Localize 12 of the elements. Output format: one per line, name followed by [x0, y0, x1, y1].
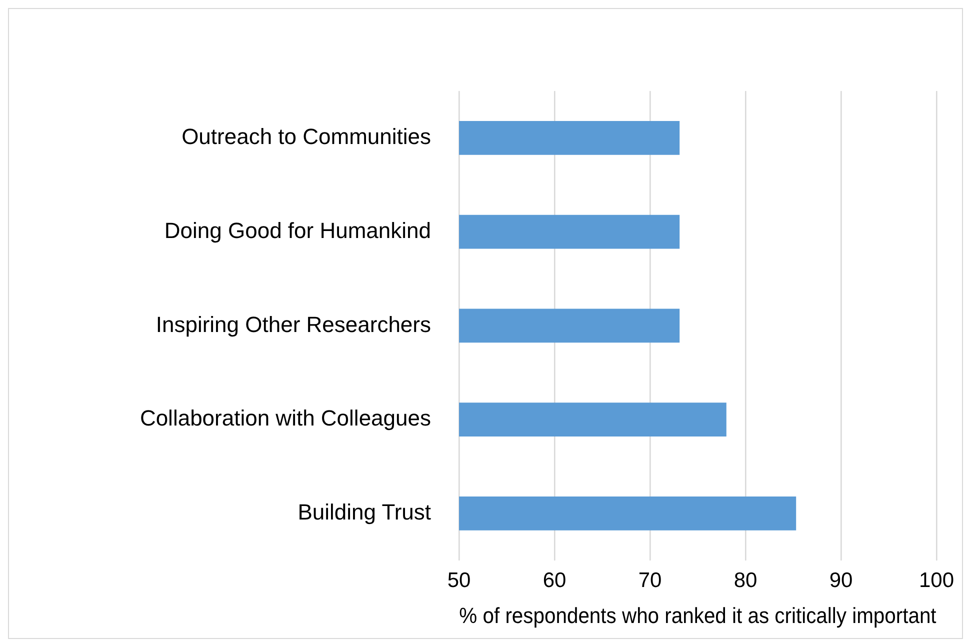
y-tick-label: Outreach to Communities [182, 124, 431, 150]
x-tick-label: 80 [734, 568, 758, 592]
x-tick-label: 60 [542, 568, 566, 592]
y-tick-label: Inspiring Other Researchers [156, 312, 431, 337]
y-tick-label: Collaboration with Colleagues [140, 406, 431, 431]
x-axis-title: % of respondents who ranked it as critically important [459, 604, 936, 628]
y-tick-label: Doing Good for Humankind [164, 218, 431, 243]
x-tick-label: 90 [829, 568, 853, 592]
x-tick-label: 50 [447, 568, 471, 592]
x-tick-label: 100 [918, 568, 954, 592]
x-tick-label: 70 [638, 568, 662, 592]
y-tick-label: Building Trust [298, 500, 431, 525]
